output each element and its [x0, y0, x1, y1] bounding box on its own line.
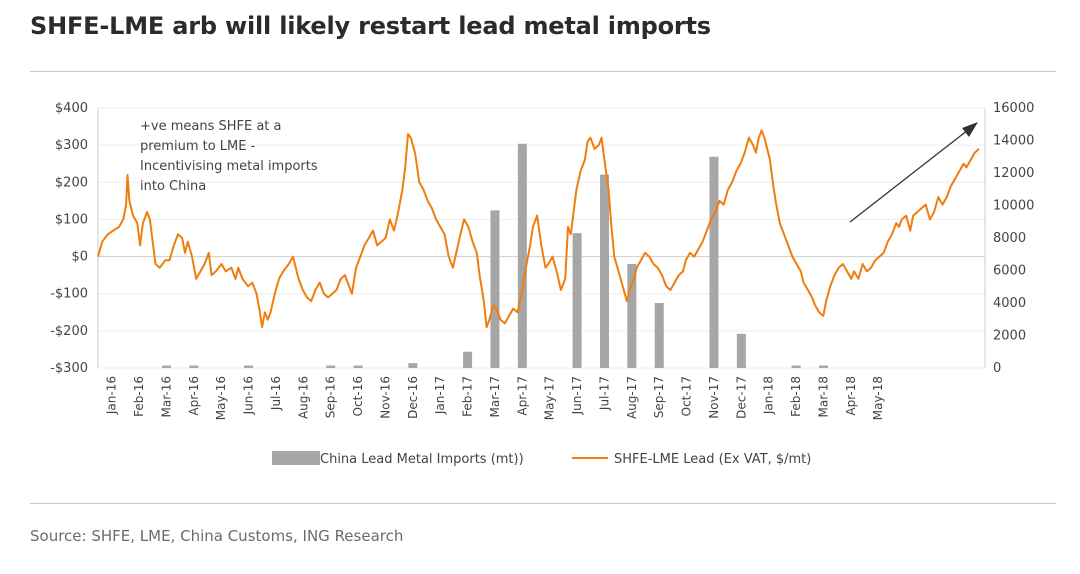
x-tick-label: Jan-17: [433, 376, 447, 415]
annotation-line: premium to LME -: [140, 139, 256, 154]
x-tick-label: Jul-17: [597, 376, 611, 411]
right-tick-label: 12000: [993, 166, 1034, 181]
x-tick-label: Dec-17: [734, 376, 748, 419]
arrow-head: [962, 122, 978, 137]
chart-legend: China Lead Metal Imports (mt)) SHFE-LME L…: [272, 451, 811, 467]
x-tick-label: Nov-17: [707, 376, 721, 419]
x-tick-label: Jan-16: [105, 376, 119, 415]
import-bar: [353, 365, 363, 368]
left-tick-label: -$300: [50, 361, 88, 376]
x-tick-label: Nov-16: [378, 376, 392, 419]
x-tick-label: May-17: [543, 376, 557, 420]
import-bar: [463, 351, 473, 368]
import-bar: [244, 365, 254, 368]
x-tick-label: Jun-16: [242, 376, 256, 415]
source-note: Source: SHFE, LME, China Customs, ING Re…: [30, 527, 404, 545]
left-tick-label: -$100: [50, 287, 88, 302]
legend-label-bar: China Lead Metal Imports (mt)): [320, 452, 524, 467]
x-tick-label: Jan-18: [762, 376, 776, 415]
left-tick-label: $300: [55, 138, 88, 153]
annotation-line: Incentivising metal imports: [140, 159, 318, 174]
line-series: [97, 129, 980, 329]
import-bar: [161, 365, 171, 368]
legend-swatch-bar: [272, 451, 320, 465]
right-tick-label: 10000: [993, 199, 1034, 214]
right-tick-label: 16000: [993, 101, 1034, 116]
x-tick-label: Oct-17: [680, 376, 694, 416]
import-bar: [791, 365, 801, 368]
right-tick-label: 14000: [993, 134, 1034, 149]
source-divider: [30, 503, 1056, 504]
right-tick-label: 4000: [993, 296, 1026, 311]
import-bar: [709, 156, 719, 368]
x-tick-label: Mar-17: [488, 376, 502, 417]
arb-line: [97, 129, 980, 329]
x-tick-label: Oct-16: [351, 376, 365, 416]
arrow-shaft: [849, 129, 969, 223]
import-bar: [599, 174, 609, 368]
x-tick-label: Dec-16: [406, 376, 420, 419]
x-axis-ticks: Jan-16 Feb-16 Mar-16 Apr-16 May-16 Jun-16 Jul-…: [105, 376, 886, 420]
x-tick-label: Mar-18: [816, 376, 830, 417]
right-tick-label: 8000: [993, 231, 1026, 246]
x-tick-label: Apr-16: [187, 376, 201, 416]
x-tick-label: May-18: [871, 376, 885, 420]
x-tick-label: Aug-17: [625, 376, 639, 419]
import-bar: [627, 264, 637, 368]
title-divider: [30, 71, 1056, 72]
left-tick-label: $0: [71, 250, 88, 265]
right-tick-label: 6000: [993, 264, 1026, 279]
x-tick-label: Feb-17: [461, 376, 475, 417]
import-bar: [189, 365, 199, 368]
import-bar: [818, 365, 828, 368]
x-tick-label: Apr-18: [844, 376, 858, 416]
x-tick-label: Sep-16: [324, 376, 338, 418]
dual-axis-chart: $400$300$200$100$0-$100-$200-$300 160001…: [50, 101, 1034, 467]
x-tick-label: Feb-18: [789, 376, 803, 417]
import-bar: [490, 210, 500, 368]
import-bar: [326, 365, 336, 368]
right-tick-label: 2000: [993, 329, 1026, 344]
import-bar: [517, 143, 527, 368]
x-tick-label: Feb-16: [132, 376, 146, 417]
import-bar: [654, 303, 664, 368]
annotation-line: into China: [140, 179, 206, 194]
grid-lines: [97, 107, 986, 369]
x-tick-label: Apr-17: [515, 376, 529, 416]
legend-label-line: SHFE-LME Lead (Ex VAT, $/mt): [614, 452, 811, 467]
left-tick-label: -$200: [50, 324, 88, 339]
annotation-line: +ve means SHFE at a: [140, 119, 282, 134]
x-tick-label: Sep-17: [652, 376, 666, 418]
x-tick-label: Jul-16: [269, 376, 283, 411]
import-bar: [572, 233, 582, 368]
left-tick-label: $200: [55, 175, 88, 190]
left-axis-ticks: $400 $300 $200 $100 $0 -$100 -$200 -$300: [50, 101, 88, 376]
x-tick-label: Mar-16: [159, 376, 173, 417]
chart-annotation: +ve means SHFE at a premium to LME - Incen…: [140, 119, 318, 194]
import-bar: [736, 333, 746, 368]
x-tick-label: Jun-17: [570, 376, 584, 415]
chart-title: SHFE-LME arb will likely restart lead me…: [30, 12, 711, 40]
right-tick-label: 0: [993, 361, 1001, 376]
trend-arrow: [849, 122, 978, 223]
right-axis-ticks: 16000 14000 12000 10000 8000 6000 4000 2000 0: [993, 101, 1034, 376]
x-tick-label: Aug-16: [296, 376, 310, 419]
bar-series: [161, 143, 828, 368]
left-tick-label: $400: [55, 101, 88, 116]
x-tick-label: May-16: [214, 376, 228, 420]
left-tick-label: $100: [55, 212, 88, 227]
import-bar: [408, 363, 418, 368]
